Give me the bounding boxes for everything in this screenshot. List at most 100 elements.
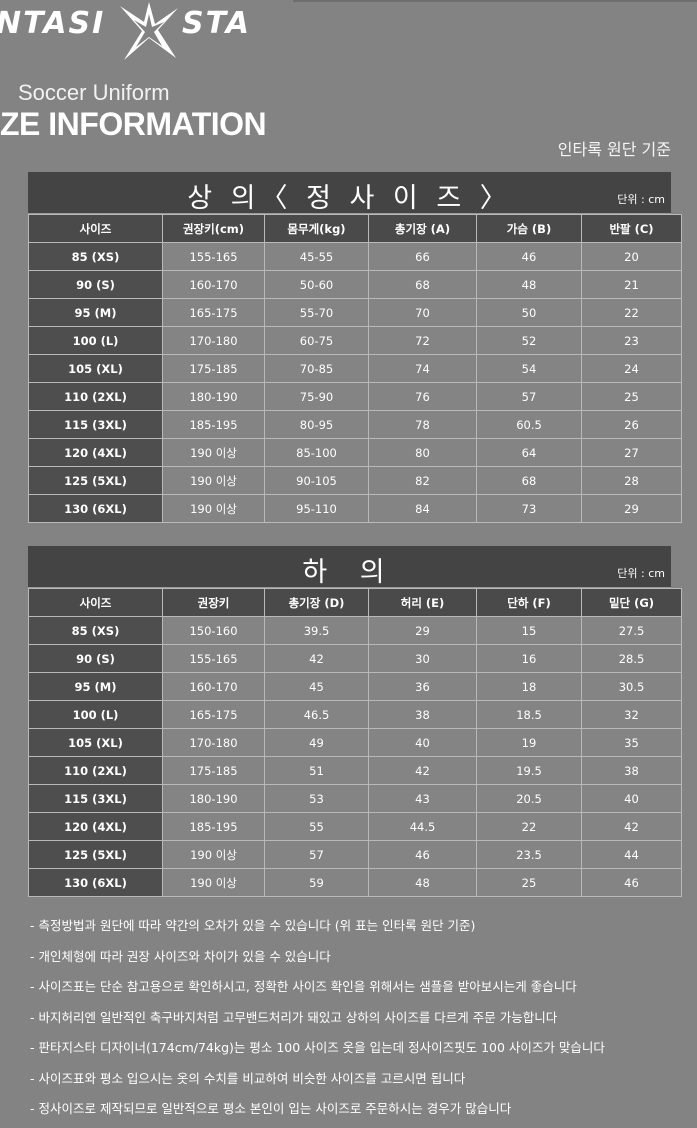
notes-list: - 측정방법과 원단에 따라 약간의 오차가 있을 수 있습니다 (위 표는 인… bbox=[30, 914, 605, 1128]
value-cell: 150-160 bbox=[162, 616, 265, 645]
value-cell: 80-95 bbox=[264, 410, 369, 439]
value-cell: 190 이상 bbox=[162, 868, 265, 897]
value-cell: 15 bbox=[476, 616, 582, 645]
note-item: - 사이즈표는 단순 참고용으로 확인하시고, 정확한 사이즈 확인을 위해서는… bbox=[30, 979, 577, 994]
value-cell: 42 bbox=[368, 756, 477, 785]
value-cell: 22 bbox=[476, 812, 582, 841]
value-cell: 18.5 bbox=[476, 700, 582, 729]
column-header: 가슴 (B) bbox=[476, 214, 582, 243]
fabric-basis-note: 인타록 원단 기준 bbox=[557, 140, 671, 159]
value-cell: 72 bbox=[368, 326, 477, 355]
value-cell: 160-170 bbox=[162, 672, 265, 701]
value-cell: 29 bbox=[581, 494, 682, 523]
value-cell: 22 bbox=[581, 298, 682, 327]
column-header: 총기장 (A) bbox=[368, 214, 477, 243]
value-cell: 29 bbox=[368, 616, 477, 645]
value-cell: 60.5 bbox=[476, 410, 582, 439]
table-row: 125 (5XL) 190 이상 57 46 23.5 44 bbox=[28, 840, 682, 869]
column-header: 사이즈 bbox=[28, 214, 163, 243]
table-row: 120 (4XL) 190 이상 85-100 80 64 27 bbox=[28, 438, 682, 467]
header-rule bbox=[293, 0, 697, 2]
value-cell: 170-180 bbox=[162, 728, 265, 757]
value-cell: 45-55 bbox=[264, 242, 369, 271]
column-header: 밑단 (G) bbox=[581, 588, 682, 617]
note-item: - 정사이즈로 제작되므로 일반적으로 평소 본인이 입는 사이즈로 주문하시는… bbox=[30, 1101, 512, 1116]
table-row: 125 (5XL) 190 이상 90-105 82 68 28 bbox=[28, 466, 682, 495]
size-cell: 85 (XS) bbox=[28, 616, 163, 645]
table-row: 90 (S) 155-165 42 30 16 28.5 bbox=[28, 644, 682, 673]
note-item: - 측정방법과 원단에 따라 약간의 오차가 있을 수 있습니다 (위 표는 인… bbox=[30, 918, 476, 933]
value-cell: 40 bbox=[581, 784, 682, 813]
value-cell: 44.5 bbox=[368, 812, 477, 841]
size-cell: 90 (S) bbox=[28, 270, 163, 299]
value-cell: 50 bbox=[476, 298, 582, 327]
value-cell: 82 bbox=[368, 466, 477, 495]
value-cell: 23 bbox=[581, 326, 682, 355]
value-cell: 90-105 bbox=[264, 466, 369, 495]
value-cell: 55 bbox=[264, 812, 369, 841]
bottom-size-table: 사이즈 권장키 총기장 (D) 허리 (E) 단하 (F) 밑단 (G) 85 (XS) 1… bbox=[28, 588, 682, 897]
value-cell: 78 bbox=[368, 410, 477, 439]
value-cell: 190 이상 bbox=[162, 466, 265, 495]
column-header: 총기장 (D) bbox=[264, 588, 369, 617]
value-cell: 30.5 bbox=[581, 672, 682, 701]
value-cell: 75-90 bbox=[264, 382, 369, 411]
size-cell: 85 (XS) bbox=[28, 242, 163, 271]
value-cell: 25 bbox=[476, 868, 582, 897]
value-cell: 190 이상 bbox=[162, 840, 265, 869]
value-cell: 85-100 bbox=[264, 438, 369, 467]
top-size-title: 상 의〈 정 사 이 즈 〉 bbox=[187, 183, 512, 214]
value-cell: 74 bbox=[368, 354, 477, 383]
bottom-size-header: 하 의 단위 : cm bbox=[28, 546, 671, 588]
value-cell: 27 bbox=[581, 438, 682, 467]
brand-logo-left-text: NTASI bbox=[0, 6, 106, 41]
table-row: 85 (XS) 150-160 39.5 29 15 27.5 bbox=[28, 616, 682, 645]
size-cell: 105 (XL) bbox=[28, 728, 163, 757]
value-cell: 175-185 bbox=[162, 756, 265, 785]
value-cell: 48 bbox=[368, 868, 477, 897]
value-cell: 45 bbox=[264, 672, 369, 701]
value-cell: 68 bbox=[368, 270, 477, 299]
table-row: 110 (2XL) 175-185 51 42 19.5 38 bbox=[28, 756, 682, 785]
table-row: 105 (XL) 170-180 49 40 19 35 bbox=[28, 728, 682, 757]
value-cell: 46 bbox=[581, 868, 682, 897]
value-cell: 35 bbox=[581, 728, 682, 757]
column-header: 사이즈 bbox=[28, 588, 163, 617]
value-cell: 53 bbox=[264, 784, 369, 813]
note-item: - 바지허리엔 일반적인 축구바지처럼 고무밴드처리가 돼있고 상하의 사이즈를… bbox=[30, 1009, 558, 1025]
column-header: 권장키(cm) bbox=[162, 214, 265, 243]
value-cell: 43 bbox=[368, 784, 477, 813]
top-size-header: 상 의〈 정 사 이 즈 〉 단위 : cm bbox=[28, 172, 671, 214]
size-cell: 105 (XL) bbox=[28, 354, 163, 383]
size-cell: 100 (L) bbox=[28, 326, 163, 355]
value-cell: 185-195 bbox=[162, 410, 265, 439]
size-cell: 95 (M) bbox=[28, 672, 163, 701]
top-size-section: 상 의〈 정 사 이 즈 〉 단위 : cm 사이즈 권장키(cm) 몸무게(kg)… bbox=[28, 172, 682, 523]
value-cell: 60-75 bbox=[264, 326, 369, 355]
table-row: 95 (M) 165-175 55-70 70 50 22 bbox=[28, 298, 682, 327]
note-item: - 개인체형에 따라 권장 사이즈와 차이가 있을 수 있습니다 bbox=[30, 948, 331, 964]
bottom-size-section: 하 의 단위 : cm 사이즈 권장키 총기장 (D) 허리 (E) 단하 (F) 밑단 … bbox=[28, 546, 682, 897]
table-row: 100 (L) 170-180 60-75 72 52 23 bbox=[28, 326, 682, 355]
value-cell: 25 bbox=[581, 382, 682, 411]
table-row: 85 (XS) 155-165 45-55 66 46 20 bbox=[28, 242, 682, 271]
value-cell: 175-185 bbox=[162, 354, 265, 383]
bottom-unit-label: 단위 : cm bbox=[617, 567, 665, 580]
brand-logo: NTASI STA bbox=[0, 0, 290, 62]
value-cell: 59 bbox=[264, 868, 369, 897]
value-cell: 39.5 bbox=[264, 616, 369, 645]
value-cell: 38 bbox=[368, 700, 477, 729]
value-cell: 20 bbox=[581, 242, 682, 271]
column-header: 허리 (E) bbox=[368, 588, 477, 617]
star-logo-icon bbox=[120, 2, 178, 60]
value-cell: 38 bbox=[581, 756, 682, 785]
value-cell: 30 bbox=[368, 644, 477, 673]
table-row: 95 (M) 160-170 45 36 18 30.5 bbox=[28, 672, 682, 701]
size-cell: 125 (5XL) bbox=[28, 840, 163, 869]
size-cell: 130 (6XL) bbox=[28, 868, 163, 897]
top-size-table: 사이즈 권장키(cm) 몸무게(kg) 총기장 (A) 가슴 (B) 반팔 (C) 85 … bbox=[28, 214, 682, 523]
value-cell: 28.5 bbox=[581, 644, 682, 673]
value-cell: 76 bbox=[368, 382, 477, 411]
column-header: 반팔 (C) bbox=[581, 214, 682, 243]
value-cell: 28 bbox=[581, 466, 682, 495]
